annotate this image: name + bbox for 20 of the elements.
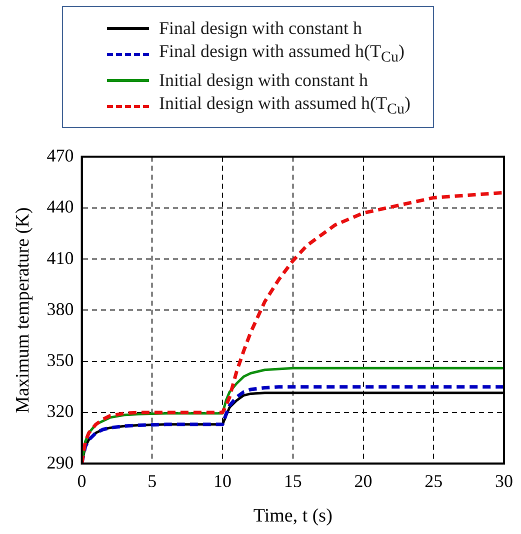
x-tick-label: 20 bbox=[354, 471, 372, 492]
x-tick-label: 5 bbox=[148, 471, 157, 492]
y-axis-title: Maximum temperature (K) bbox=[12, 207, 34, 414]
x-axis-title: Time, t (s) bbox=[253, 506, 332, 527]
x-tick-label: 0 bbox=[77, 471, 86, 492]
y-tick-label: 350 bbox=[46, 350, 74, 370]
y-tick-label: 380 bbox=[46, 298, 74, 319]
y-tick-label: 320 bbox=[46, 401, 74, 422]
legend-label: Final design with assumed h(T$_{Cu}$) bbox=[159, 41, 404, 67]
y-tick-label: 440 bbox=[46, 196, 74, 217]
x-tick-label: 25 bbox=[424, 471, 443, 492]
y-tick-label: 410 bbox=[46, 248, 74, 268]
legend-label: Initial design with constant h bbox=[159, 70, 368, 90]
x-tick-label: 10 bbox=[214, 471, 232, 492]
y-tick-label: 470 bbox=[46, 146, 74, 166]
legend-label: Final design with constant h bbox=[159, 18, 362, 38]
legend-label: Initial design with assumed h(T$_{Cu}$) bbox=[159, 93, 410, 119]
x-tick-label: 30 bbox=[495, 471, 513, 492]
y-tick-label: 290 bbox=[46, 452, 74, 472]
x-tick-label: 15 bbox=[284, 471, 302, 492]
